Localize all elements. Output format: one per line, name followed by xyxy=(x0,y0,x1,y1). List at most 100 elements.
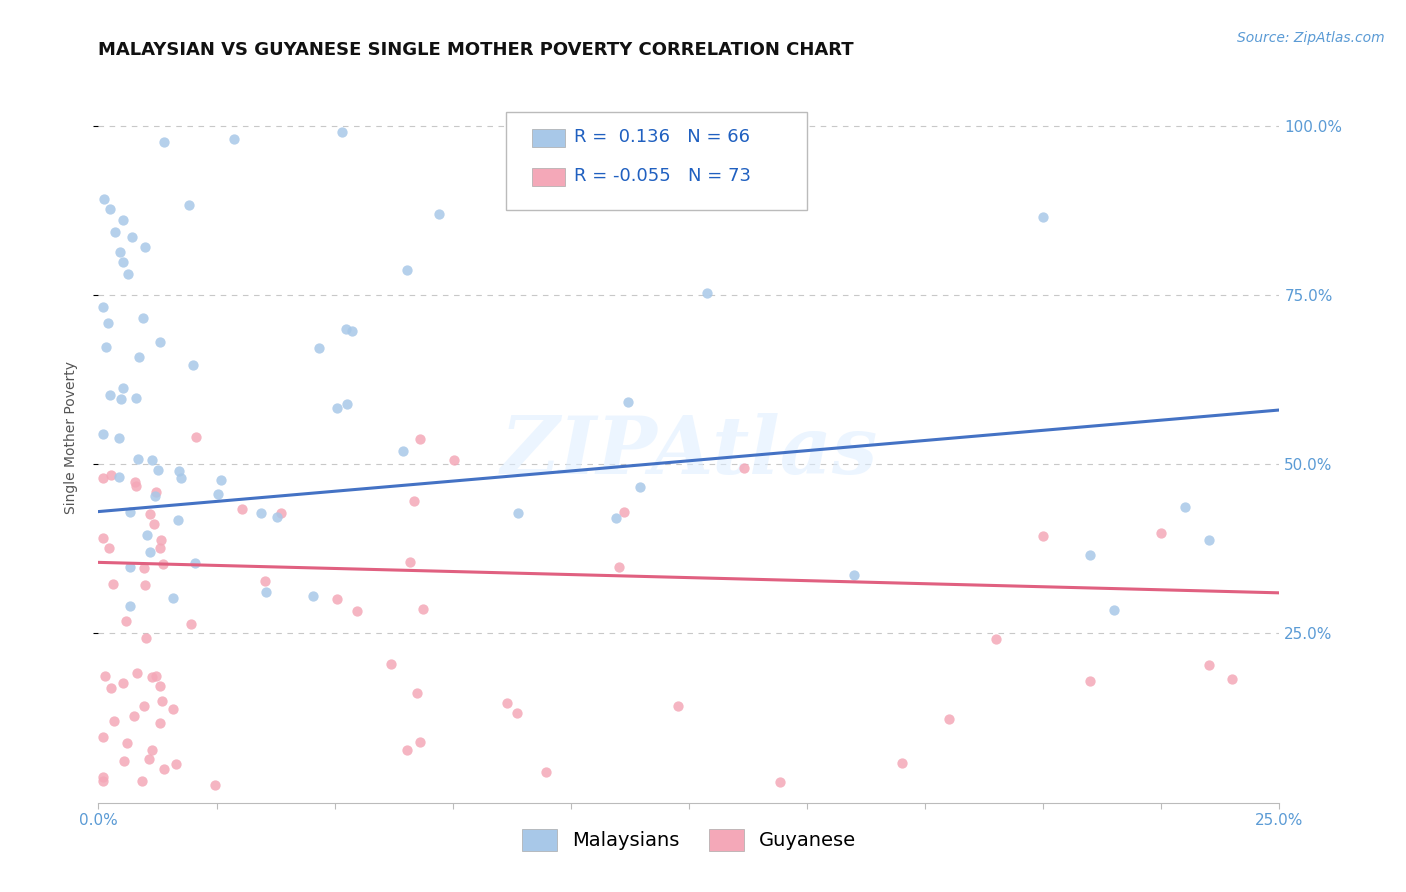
Point xyxy=(91,532,114,546)
Point xyxy=(94,669,117,683)
Point xyxy=(628,480,651,494)
Point xyxy=(91,770,114,784)
Point xyxy=(134,577,156,591)
Point xyxy=(409,432,432,446)
Point xyxy=(209,473,232,487)
Point xyxy=(249,507,271,521)
Point xyxy=(104,225,127,239)
Point xyxy=(1102,603,1125,617)
Point xyxy=(938,712,960,726)
Point xyxy=(100,681,122,695)
Point xyxy=(124,479,146,493)
Point xyxy=(180,616,202,631)
Point xyxy=(91,301,114,315)
Point xyxy=(124,475,146,490)
Point xyxy=(1198,658,1220,673)
Point xyxy=(605,511,627,525)
Point xyxy=(406,685,429,699)
Point xyxy=(112,212,135,227)
Point xyxy=(380,657,402,672)
Point xyxy=(145,669,167,683)
Point xyxy=(204,778,226,792)
Point xyxy=(395,743,418,757)
Point xyxy=(733,460,755,475)
Point xyxy=(118,504,141,518)
Point xyxy=(150,533,173,547)
Point xyxy=(254,574,277,589)
Text: R =  0.136   N = 66: R = 0.136 N = 66 xyxy=(575,128,751,146)
Point xyxy=(112,754,135,768)
Point xyxy=(148,335,170,350)
Point xyxy=(395,262,418,277)
Point xyxy=(162,701,184,715)
Point xyxy=(132,561,155,575)
Point xyxy=(122,709,145,723)
Point xyxy=(427,206,450,220)
Point xyxy=(150,693,173,707)
Point xyxy=(166,513,188,527)
FancyBboxPatch shape xyxy=(506,112,807,211)
Point xyxy=(141,742,163,756)
Point xyxy=(505,706,527,720)
Point xyxy=(103,577,125,591)
Point xyxy=(1080,673,1102,688)
Point xyxy=(1080,549,1102,563)
Point xyxy=(108,470,131,484)
Point xyxy=(402,494,425,508)
Point xyxy=(534,765,557,780)
Point xyxy=(266,510,288,524)
Text: R = -0.055   N = 73: R = -0.055 N = 73 xyxy=(575,167,751,185)
Point xyxy=(91,774,114,789)
Point xyxy=(153,136,176,150)
Point xyxy=(141,453,163,467)
Point xyxy=(346,603,368,617)
Point xyxy=(170,471,193,485)
Point xyxy=(152,557,174,571)
Point xyxy=(443,453,465,467)
Point xyxy=(1198,533,1220,547)
Point xyxy=(141,670,163,684)
Point xyxy=(613,505,636,519)
Point xyxy=(301,589,323,603)
Point xyxy=(169,464,191,478)
Point xyxy=(308,341,330,355)
Point xyxy=(138,752,160,766)
Point xyxy=(96,316,118,330)
Point xyxy=(114,614,136,628)
Point xyxy=(143,489,166,503)
Point xyxy=(181,358,204,372)
Point xyxy=(138,507,160,521)
Point xyxy=(152,762,174,776)
Point xyxy=(1220,672,1243,686)
Point xyxy=(399,555,422,569)
Point xyxy=(110,244,132,259)
Point xyxy=(222,132,245,146)
Point xyxy=(96,340,118,354)
Point xyxy=(769,775,792,789)
Bar xyxy=(531,168,565,186)
Point xyxy=(125,666,148,681)
Point xyxy=(146,463,169,477)
Point xyxy=(207,486,229,500)
Point xyxy=(115,736,138,750)
Point xyxy=(149,541,172,555)
Point xyxy=(254,584,277,599)
Point xyxy=(103,714,125,728)
Point xyxy=(118,599,141,614)
Point xyxy=(408,734,430,748)
Point xyxy=(93,192,115,206)
Point xyxy=(335,321,357,335)
Point xyxy=(132,310,155,325)
Point xyxy=(508,506,530,520)
Point xyxy=(111,255,134,269)
Point xyxy=(91,730,114,744)
Point xyxy=(496,696,519,710)
Point xyxy=(149,716,172,731)
Point xyxy=(617,395,640,409)
Point xyxy=(149,679,172,693)
Point xyxy=(1150,525,1173,540)
Point xyxy=(666,698,689,713)
Point xyxy=(91,426,114,441)
Point xyxy=(139,545,162,559)
Point xyxy=(412,601,434,615)
